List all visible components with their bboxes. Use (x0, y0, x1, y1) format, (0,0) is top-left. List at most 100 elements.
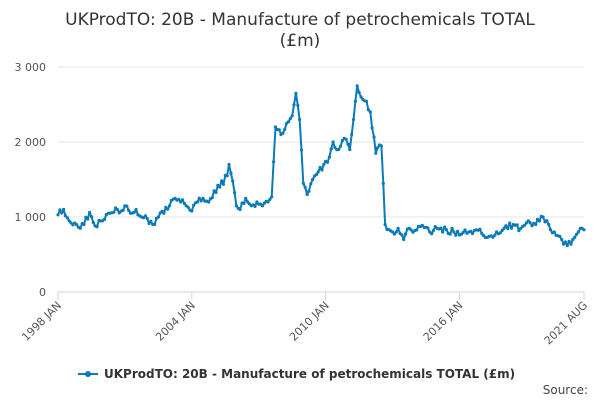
data-point[interactable] (430, 232, 434, 236)
data-point[interactable] (95, 225, 99, 229)
data-point[interactable] (145, 216, 149, 221)
data-point[interactable] (530, 224, 534, 228)
data-point[interactable] (134, 207, 138, 212)
data-point[interactable] (268, 197, 272, 201)
data-point[interactable] (86, 217, 90, 221)
data-point[interactable] (348, 147, 352, 152)
data-point[interactable] (383, 222, 387, 227)
data-point[interactable] (234, 204, 238, 208)
data-point[interactable] (143, 214, 147, 218)
data-point[interactable] (210, 196, 214, 200)
data-point[interactable] (575, 232, 579, 236)
data-point[interactable] (366, 108, 370, 112)
data-point[interactable] (350, 132, 354, 137)
data-point[interactable] (253, 204, 257, 208)
data-point[interactable] (305, 192, 309, 197)
data-point[interactable] (186, 205, 190, 209)
data-point[interactable] (199, 199, 203, 203)
data-point[interactable] (201, 196, 205, 200)
data-point[interactable] (560, 237, 564, 242)
series-line[interactable] (57, 84, 585, 247)
data-point[interactable] (180, 198, 185, 202)
data-point[interactable] (89, 215, 94, 219)
data-point[interactable] (238, 207, 242, 212)
data-point[interactable] (396, 226, 400, 230)
data-point[interactable] (563, 240, 568, 244)
data-point[interactable] (498, 231, 502, 235)
data-point[interactable] (400, 233, 404, 237)
data-point[interactable] (415, 228, 419, 232)
data-point[interactable] (504, 224, 508, 228)
data-point[interactable] (195, 200, 199, 204)
data-point[interactable] (353, 99, 357, 103)
data-point[interactable] (469, 229, 473, 233)
data-point[interactable] (552, 230, 556, 234)
data-point[interactable] (522, 223, 527, 227)
data-point[interactable] (537, 219, 542, 223)
data-point[interactable] (255, 200, 259, 204)
data-point[interactable] (218, 185, 222, 189)
data-point[interactable] (528, 221, 532, 225)
data-point[interactable] (316, 170, 320, 174)
data-point[interactable] (534, 222, 538, 227)
data-point[interactable] (439, 226, 443, 230)
data-point[interactable] (448, 232, 452, 236)
data-point[interactable] (121, 208, 125, 212)
data-point[interactable] (309, 182, 313, 186)
data-point[interactable] (115, 208, 120, 212)
data-point[interactable] (517, 229, 521, 233)
data-point[interactable] (299, 148, 304, 152)
data-point[interactable] (147, 221, 151, 226)
data-point[interactable] (506, 227, 510, 231)
data-point[interactable] (266, 200, 270, 204)
data-point[interactable] (357, 90, 361, 95)
data-point[interactable] (177, 197, 181, 201)
data-point[interactable] (162, 211, 166, 215)
data-point[interactable] (167, 204, 172, 208)
data-point[interactable] (207, 200, 211, 204)
series-group[interactable] (56, 84, 586, 248)
data-point[interactable] (456, 229, 460, 233)
data-point[interactable] (394, 230, 398, 234)
data-point[interactable] (286, 120, 291, 124)
data-point[interactable] (292, 103, 296, 107)
data-point[interactable] (331, 140, 335, 144)
data-point[interactable] (273, 125, 278, 129)
data-point[interactable] (569, 242, 573, 246)
data-point[interactable] (409, 228, 413, 232)
data-point[interactable] (65, 216, 69, 220)
data-point[interactable] (220, 179, 224, 183)
data-point[interactable] (461, 230, 465, 235)
data-point[interactable] (502, 226, 506, 230)
data-point[interactable] (524, 221, 529, 225)
legend-label[interactable]: UKProdTO: 20B - Manufacture of petrochem… (104, 367, 515, 381)
data-point[interactable] (478, 227, 482, 231)
data-point[interactable] (229, 171, 233, 175)
data-point[interactable] (558, 234, 562, 238)
data-point[interactable] (547, 222, 551, 227)
data-point[interactable] (452, 230, 456, 234)
data-point[interactable] (548, 228, 553, 232)
data-point[interactable] (298, 117, 302, 122)
data-point[interactable] (303, 185, 307, 189)
legend[interactable]: UKProdTO: 20B - Manufacture of petrochem… (78, 367, 515, 381)
data-point[interactable] (281, 131, 285, 135)
data-point[interactable] (82, 222, 86, 227)
data-point[interactable] (75, 223, 79, 227)
data-point[interactable] (197, 196, 201, 200)
data-point[interactable] (78, 226, 82, 230)
data-point[interactable] (288, 117, 292, 121)
data-point[interactable] (333, 145, 337, 150)
data-point[interactable] (327, 155, 331, 159)
data-point[interactable] (318, 165, 322, 170)
data-point[interactable] (307, 189, 311, 193)
data-point[interactable] (351, 117, 356, 122)
data-point[interactable] (322, 162, 326, 167)
data-point[interactable] (221, 182, 225, 186)
data-point[interactable] (562, 242, 566, 246)
data-point[interactable] (508, 221, 512, 225)
data-point[interactable] (576, 230, 581, 234)
data-point[interactable] (272, 160, 276, 164)
data-point[interactable] (179, 200, 183, 204)
data-point[interactable] (270, 195, 274, 199)
